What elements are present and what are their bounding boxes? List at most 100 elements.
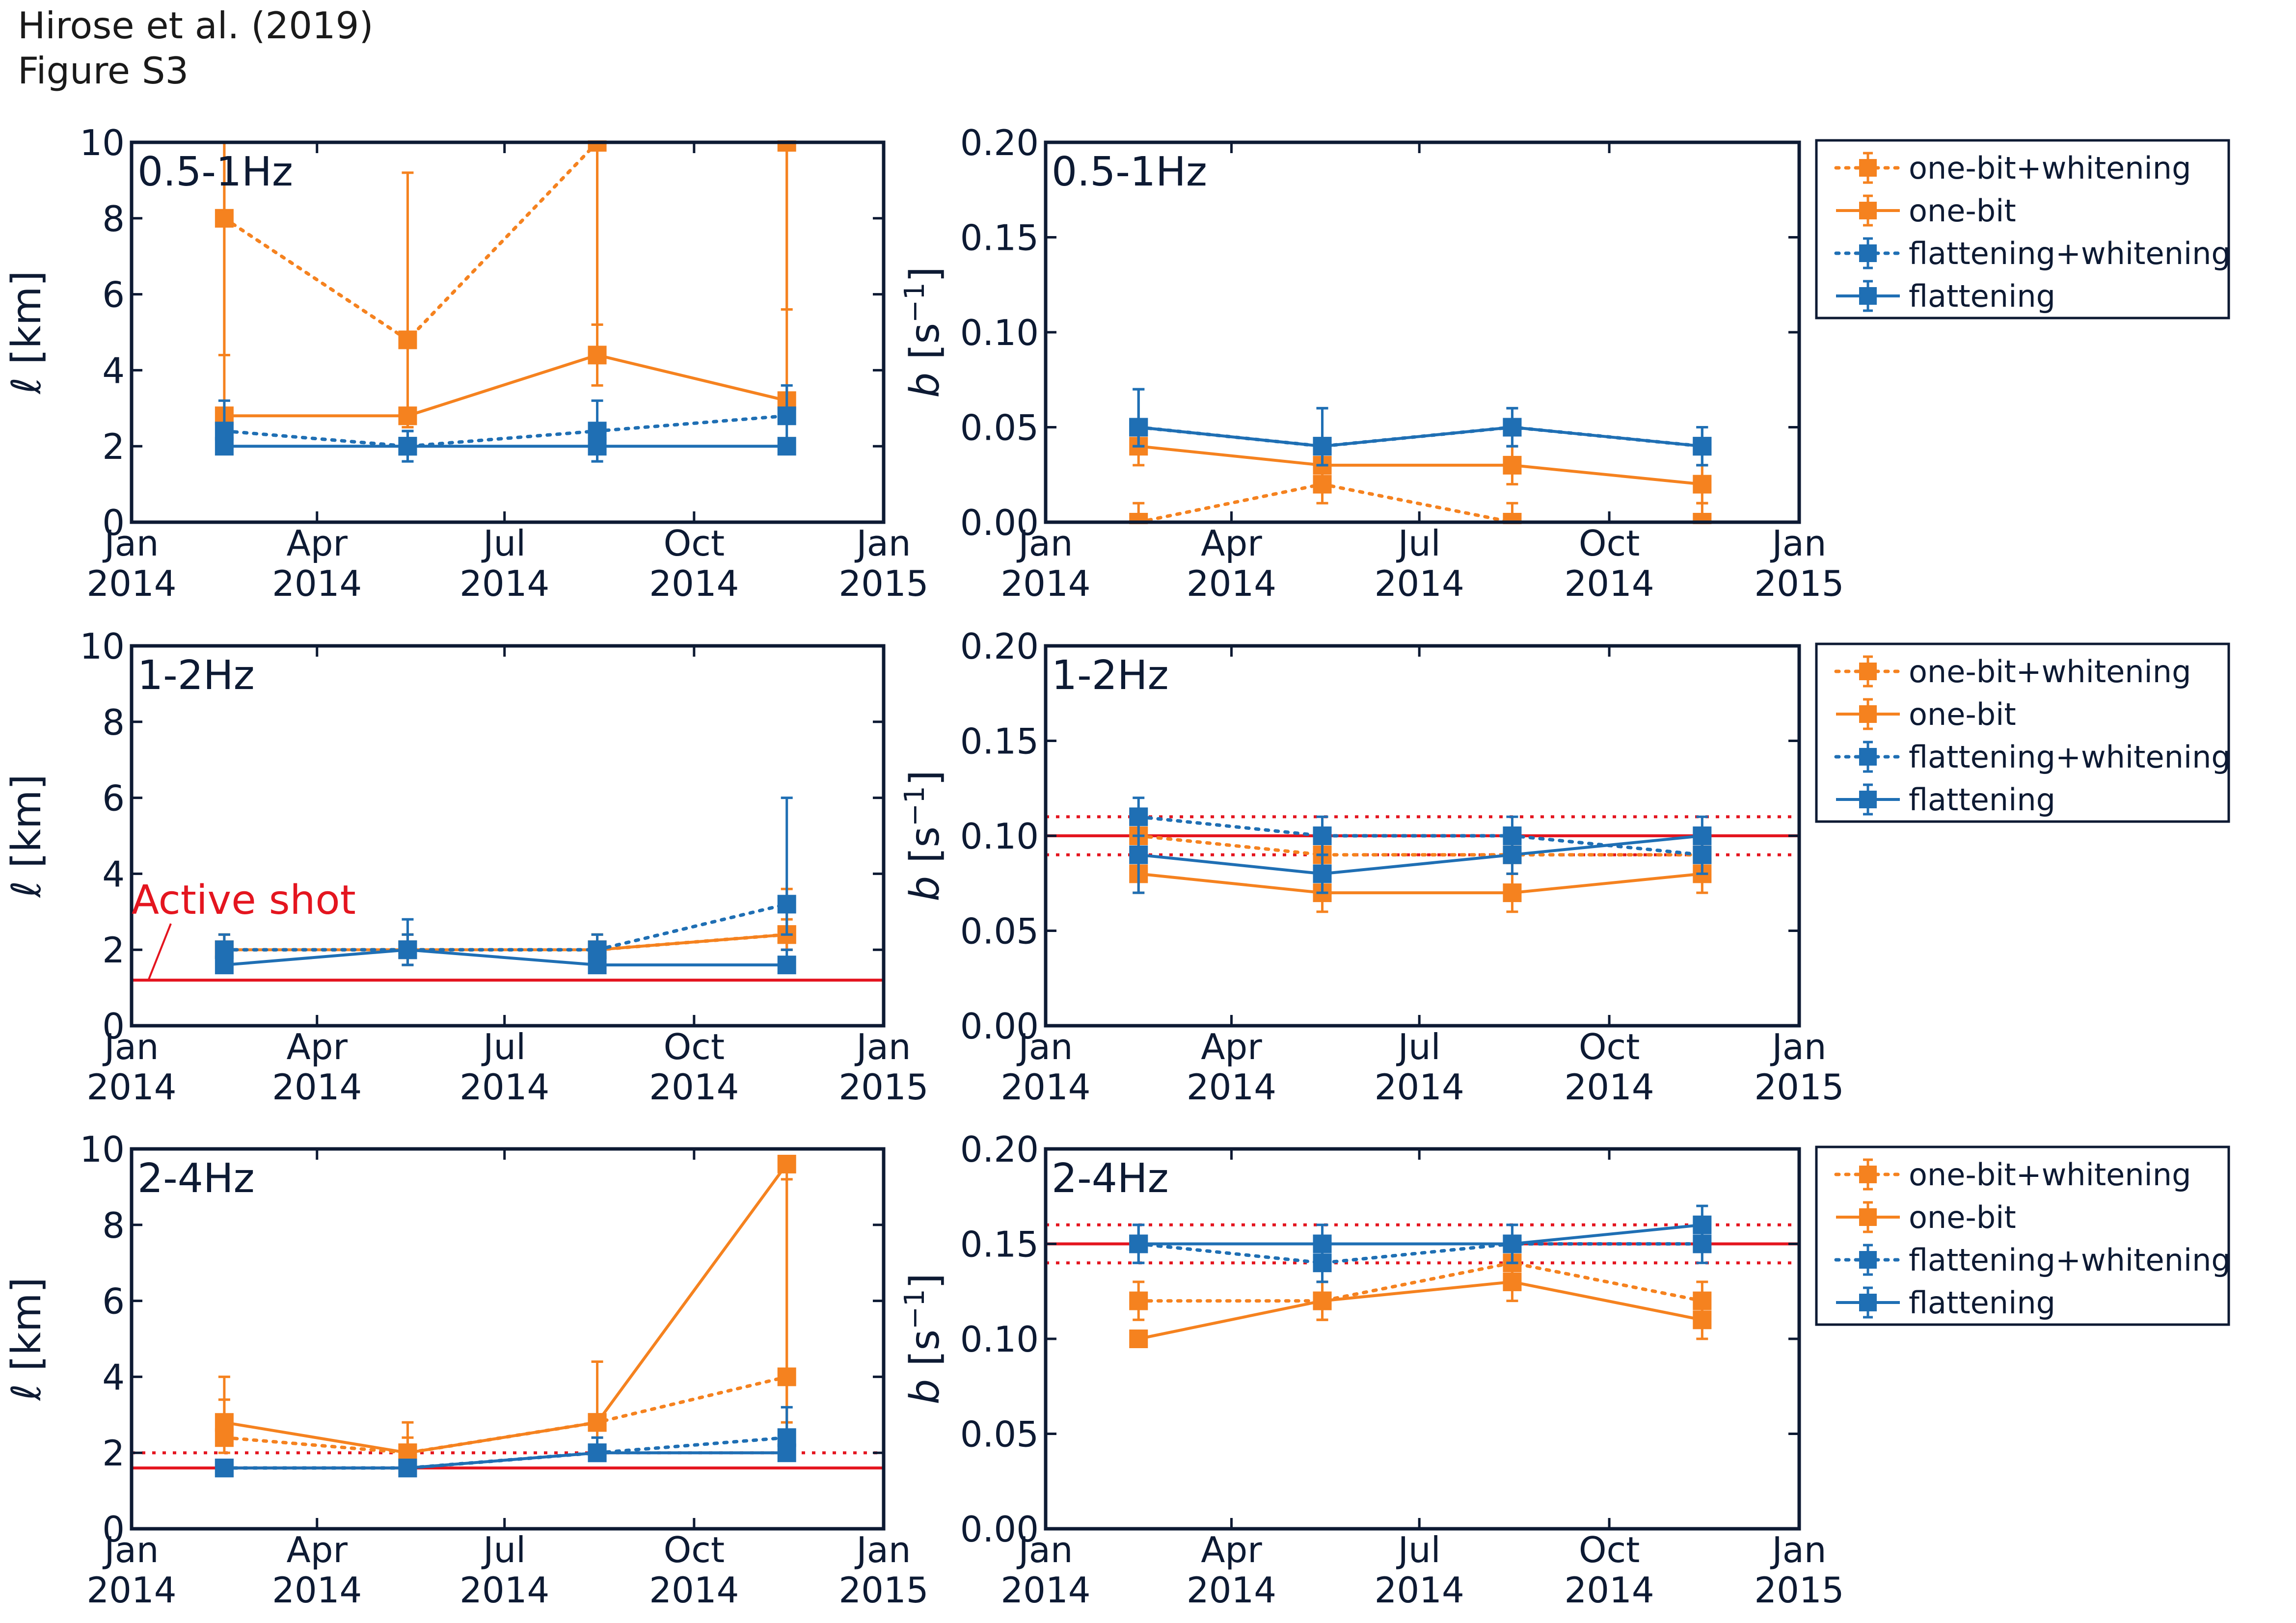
series-one-bit: [1129, 426, 1712, 505]
legend-label: one-bit: [1909, 696, 2016, 732]
legend-label: flattening: [1909, 1285, 2055, 1321]
data-marker: [1313, 1234, 1332, 1253]
data-marker: [1693, 1310, 1712, 1330]
x-tick-label-year: 2015: [1754, 1066, 1844, 1108]
data-marker: [588, 437, 607, 456]
data-marker: [215, 956, 234, 975]
series-line: [224, 933, 787, 952]
x-tick-label-month: Apr: [286, 1529, 348, 1570]
y-tick-label: 10: [80, 122, 125, 163]
x-tick-label-month: Jul: [481, 1529, 526, 1570]
data-marker: [1693, 475, 1712, 494]
data-marker: [398, 406, 417, 426]
x-tick-label-year: 2015: [838, 1570, 928, 1611]
legend-label: flattening+whitening: [1909, 1242, 2231, 1278]
legend-marker: [1859, 1166, 1877, 1183]
series-line: [1136, 1261, 1704, 1303]
series-line: [1138, 1280, 1702, 1340]
data-marker: [777, 956, 796, 975]
x-tick-label-month: Jan: [855, 1529, 911, 1570]
y-tick-label: 10: [80, 626, 125, 667]
y-tick-label: 0.00: [960, 1509, 1039, 1550]
x-tick-label-month: Apr: [1201, 1529, 1262, 1570]
legend-entry: flattening: [1836, 782, 2055, 818]
data-marker: [1313, 437, 1332, 456]
x-tick-label-year: 2014: [1187, 1066, 1276, 1108]
x-tick-label-year: 2014: [86, 1570, 176, 1611]
data-marker: [398, 330, 417, 349]
y-tick-label: 0.10: [960, 1319, 1039, 1360]
y-tick-label: 6: [102, 1281, 125, 1322]
series-line: [224, 1163, 788, 1455]
x-tick-label-year: 2014: [459, 1066, 549, 1108]
data-marker: [1129, 1330, 1148, 1348]
x-tick-label-month: Oct: [1579, 523, 1640, 564]
series-line: [1138, 834, 1702, 876]
data-marker: [1129, 1234, 1148, 1253]
y-tick-label: 0.10: [960, 312, 1039, 353]
series-line: [224, 1451, 787, 1470]
legend-entry: flattening+whitening: [1834, 739, 2231, 775]
data-marker: [215, 437, 234, 456]
series-flattening: [215, 918, 796, 975]
y-tick-label: 0.05: [960, 911, 1039, 952]
legend-label: flattening+whitening: [1909, 236, 2231, 271]
legend-label: one-bit: [1909, 1199, 2016, 1235]
chart-panel-2: 0.000.050.100.150.20Jan2014Apr2014Jul201…: [899, 122, 2231, 604]
data-marker: [1503, 1272, 1522, 1291]
data-marker: [588, 1413, 607, 1432]
legend-marker: [1859, 748, 1877, 766]
series-line: [1136, 482, 1704, 524]
series-line: [222, 414, 789, 448]
y-tick-label: 8: [102, 198, 125, 239]
y-axis-label: b [s−1]: [899, 770, 948, 901]
series-line: [222, 902, 789, 952]
series-flattening: [1129, 388, 1712, 467]
panel-label: 0.5-1Hz: [137, 149, 293, 195]
y-tick-label: 2: [102, 426, 125, 467]
y-tick-label: 0: [102, 1509, 125, 1550]
x-tick-label-year: 2014: [1375, 563, 1464, 604]
legend-box: [1815, 139, 2230, 319]
y-tick-label: 0.00: [960, 1006, 1039, 1047]
series-one-bit: [215, 141, 796, 428]
x-tick-label-year: 2014: [1000, 1570, 1090, 1611]
x-tick-label-year: 2014: [1564, 1066, 1654, 1108]
legend-marker: [1859, 159, 1877, 177]
legend-marker: [1859, 287, 1877, 305]
x-tick-label-month: Jan: [855, 1026, 911, 1067]
y-tick-label: 0.10: [960, 816, 1039, 857]
x-tick-label-month: Jan: [1770, 1026, 1827, 1067]
y-tick-label: 6: [102, 274, 125, 316]
chart-panel-4: 0.000.050.100.150.20Jan2014Apr2014Jul201…: [899, 626, 2231, 1108]
x-tick-label-year: 2014: [459, 563, 549, 604]
legend-label: flattening+whitening: [1909, 739, 2231, 775]
data-marker: [1693, 437, 1712, 456]
x-tick-label-month: Jul: [1396, 523, 1441, 564]
series-line: [1136, 834, 1704, 857]
y-tick-label: 2: [102, 930, 125, 971]
x-tick-label-year: 2014: [86, 1066, 176, 1108]
x-tick-label-year: 2015: [1754, 563, 1844, 604]
data-marker: [1503, 455, 1522, 475]
y-tick-label: 0.20: [960, 122, 1039, 163]
legend-entry: one-bit: [1836, 1199, 2016, 1235]
series-line: [1138, 1223, 1702, 1246]
chart-panel-3: 0246810Jan2014Apr2014Jul2014Oct2014Jan20…: [3, 626, 929, 1108]
data-marker: [1313, 864, 1332, 883]
x-tick-label-year: 2014: [649, 1570, 739, 1611]
legend-entry: flattening: [1836, 278, 2055, 314]
plot-frame: [1044, 1147, 1801, 1531]
y-axis-label: ℓ [km]: [3, 774, 50, 898]
x-tick-label-month: Jan: [1770, 523, 1827, 564]
data-marker: [398, 437, 417, 456]
x-tick-label-year: 2014: [649, 563, 739, 604]
active-shot-annotation: Active shot: [132, 877, 356, 924]
y-tick-label: 0: [102, 1006, 125, 1047]
series-line: [222, 140, 789, 343]
x-tick-label-month: Apr: [1201, 523, 1262, 564]
legend-label: one-bit+whitening: [1909, 1157, 2191, 1193]
x-tick-label-year: 2014: [1375, 1570, 1464, 1611]
series-flattening-whitening: [215, 384, 796, 463]
y-tick-label: 4: [102, 350, 125, 391]
